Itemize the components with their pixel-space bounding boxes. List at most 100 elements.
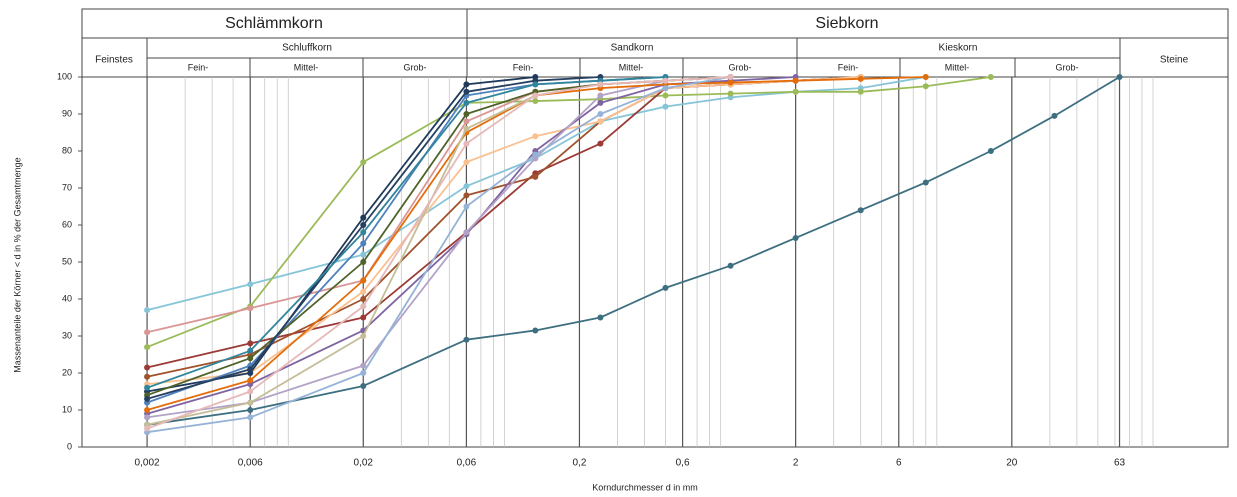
data-point [360,314,367,321]
class-label: Steine [1160,55,1189,66]
group-label: Schlämmkorn [225,15,323,32]
group-label: Siebkorn [815,15,878,32]
data-point [360,159,367,166]
data-point [463,118,470,125]
series-line [146,76,601,400]
subclass-label: Fein- [838,62,859,72]
y-tick-label: 0 [67,441,72,451]
data-point [463,81,470,88]
data-point [360,259,367,265]
subclass-label: Fein- [513,62,534,72]
data-point [247,355,254,362]
header: Schlämmkorn Siebkorn Feinstes Schluffkor… [81,8,1229,448]
y-tick-label: 20 [62,367,72,377]
class-label: Sandkorn [611,43,654,54]
series-line [146,76,1121,426]
data-point [144,364,151,371]
data-point [144,414,151,421]
y-tick-label: 30 [62,330,72,340]
subclass-label: Mittel- [945,62,970,72]
y-tick-label: 60 [62,219,72,229]
x-tick-label: 0,002 [135,458,160,469]
x-tick-label: 2 [793,458,799,469]
data-point [463,140,470,147]
data-point [727,79,734,86]
data-point [532,81,539,88]
y-tick-label: 100 [57,71,72,81]
data-point [662,85,669,92]
data-point [727,90,734,97]
x-tick-label: 0,006 [238,458,263,469]
subclass-label: Fein- [188,62,209,72]
data-point [597,314,604,321]
data-point [597,118,604,125]
class-label: Feinstes [95,55,133,66]
data-point [463,336,470,343]
data-point [247,388,254,395]
data-point [792,77,799,84]
data-point [247,366,254,373]
series-line [146,76,861,385]
data-point [247,281,254,288]
data-point [360,229,367,236]
data-point [1116,74,1123,80]
data-point [597,111,604,117]
data-point [360,370,367,376]
data-point [532,151,539,158]
data-point [247,347,254,354]
data-point [532,98,539,105]
series-line [146,76,991,348]
data-point [857,88,864,95]
data-point [463,203,470,210]
frame [81,8,1229,448]
data-point [247,377,254,384]
series-line [146,76,861,378]
data-point [360,382,367,389]
data-point [987,148,994,154]
data-point [247,399,254,406]
x-tick-label: 0,6 [676,458,690,469]
y-tick-label: 10 [62,404,72,414]
x-tick-label: 6 [896,458,902,469]
data-point [360,214,367,221]
subclass-label: Grob- [403,62,426,72]
x-tick-label: 63 [1114,458,1126,469]
subclass-label: Mittel- [294,62,319,72]
data-point [144,407,151,413]
data-point [360,288,367,295]
data-point [144,344,151,351]
data-point [144,373,151,380]
class-label: Kieskorn [939,43,978,54]
data-point [360,277,367,284]
data-point [463,111,470,117]
data-point [144,307,151,314]
data-point [360,222,367,228]
data-point [662,77,669,84]
data-point [463,183,470,190]
data-point [792,234,799,241]
data-point [662,284,669,291]
y-tick-label: 70 [62,182,72,192]
data-point [727,262,734,269]
data-point [360,240,367,247]
series-line [146,76,926,311]
data-point [597,140,604,147]
data-point [144,425,151,432]
data-point [360,333,367,339]
data-point [922,179,929,186]
data-point [532,92,539,99]
data-point [987,74,994,80]
subclass-label: Grob- [1055,62,1078,72]
data-point [532,327,539,334]
data-point [727,74,734,80]
series-line [146,76,796,415]
data-point [360,362,367,369]
x-tick-label: 0,06 [457,458,477,469]
class-label: Schluffkorn [282,43,332,54]
data-point [792,88,799,95]
data-point [463,192,470,199]
series-line [146,76,861,369]
y-tick-label: 40 [62,293,72,303]
data-point [922,83,929,90]
